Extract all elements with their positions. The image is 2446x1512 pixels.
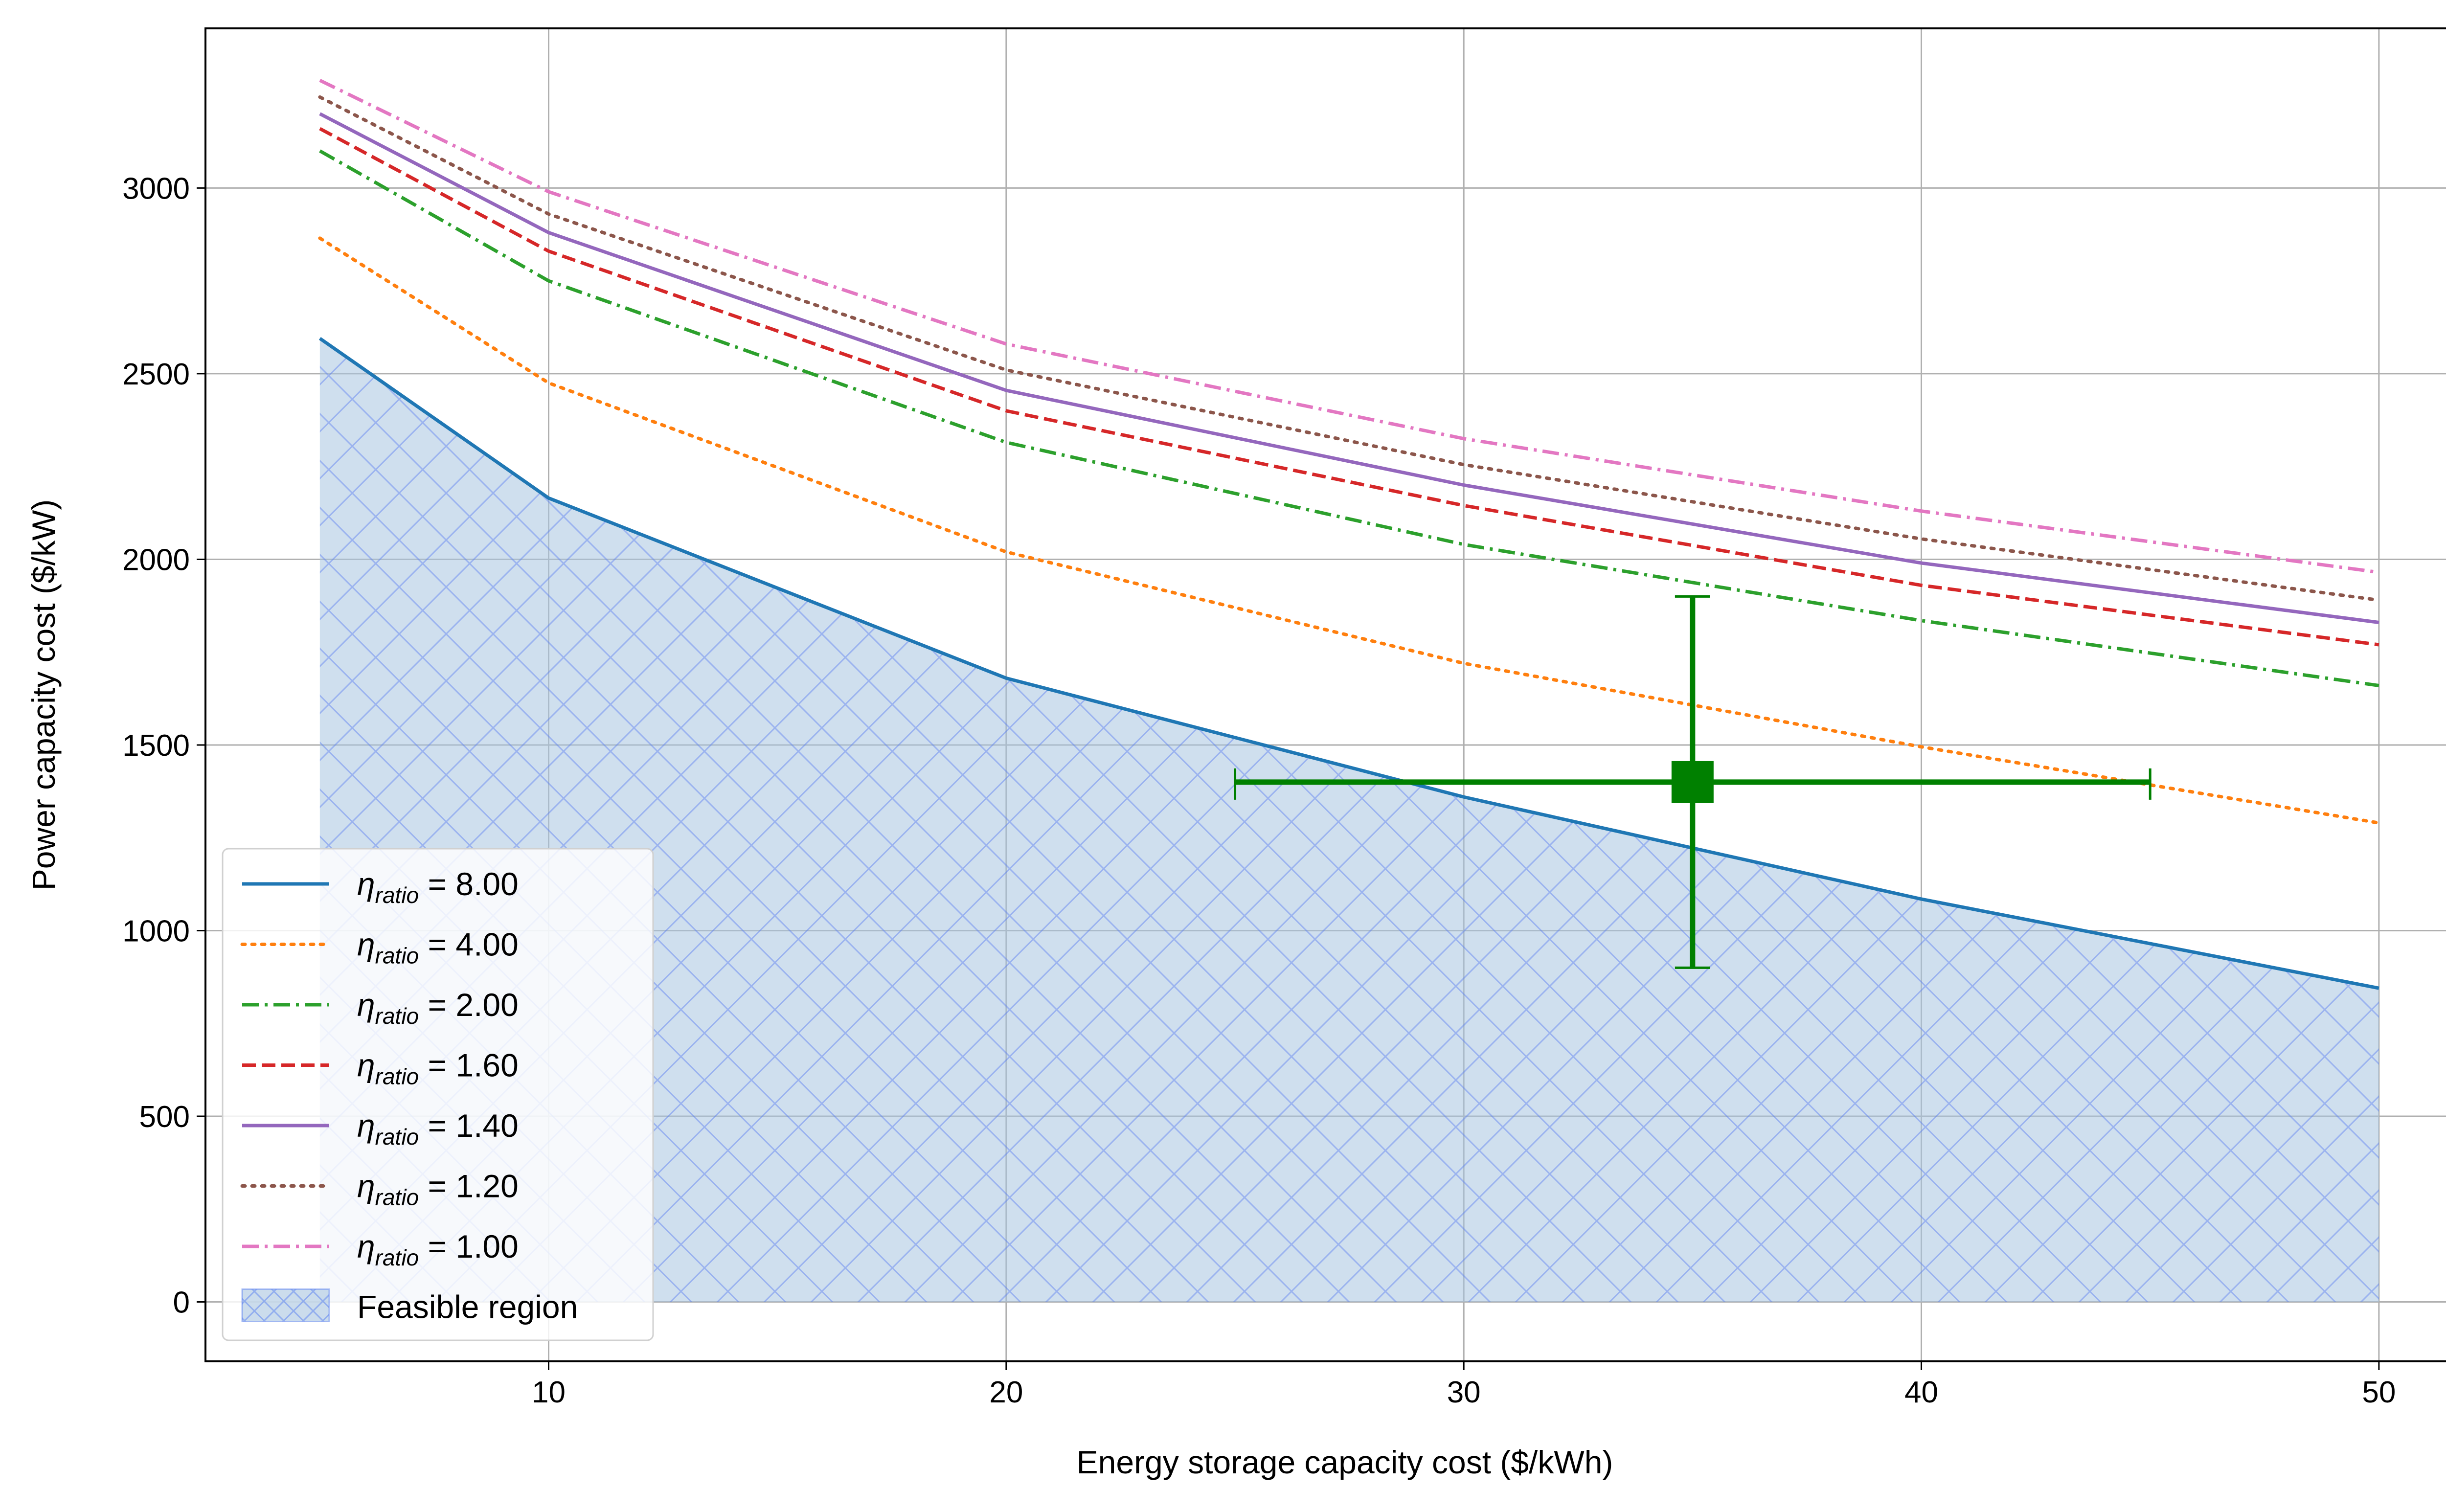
legend: ηratio = 8.00 ηratio = 4.00 ηratio = 2.00 η…	[222, 848, 654, 1341]
legend-label-6: ηratio = 1.20	[357, 1168, 519, 1210]
y-tick-label: 1500	[122, 729, 190, 763]
feasible-region-hatch	[319, 338, 2379, 1302]
y-tick-label: 500	[139, 1100, 190, 1134]
series-line-4	[319, 127, 2379, 647]
error-point-group	[1234, 595, 2152, 969]
y-tick-label: 2000	[122, 543, 190, 577]
y-tick-label: 3000	[122, 172, 190, 205]
legend-label-feasible-region: Feasible region	[357, 1289, 578, 1325]
series-line-2	[318, 236, 2381, 825]
y-axis-label: Power capacity cost ($/kW)	[25, 499, 62, 891]
legend-swatch-feasible-hatch	[242, 1289, 329, 1322]
legend-label-4: ηratio = 1.60	[357, 1047, 519, 1089]
legend-label-3: ηratio = 2.00	[357, 987, 519, 1029]
legend-label-5: ηratio = 1.40	[357, 1107, 519, 1150]
series-line-5	[319, 112, 2379, 624]
series-line-3	[319, 149, 2379, 687]
x-axis-label: Energy storage capacity cost ($/kWh)	[1077, 1444, 1613, 1480]
legend-label-7: ηratio = 1.00	[357, 1228, 519, 1270]
y-tick-label: 0	[173, 1286, 190, 1320]
series-lines	[318, 79, 2381, 990]
x-tick-label: 50	[2362, 1376, 2396, 1409]
legend-box	[222, 848, 654, 1341]
series-line-7	[319, 79, 2379, 574]
series-line-1	[318, 337, 2379, 990]
error-point-marker	[1671, 761, 1714, 803]
feasible-region-group	[319, 338, 2379, 1302]
legend-label-2: ηratio = 4.00	[357, 926, 519, 969]
x-tick-label: 30	[1447, 1376, 1481, 1409]
legend-label-1: ηratio = 8.00	[357, 866, 519, 908]
x-tick-label: 40	[1904, 1376, 1938, 1409]
x-tick-label: 20	[989, 1376, 1023, 1409]
series-line-6	[318, 95, 2381, 602]
x-tick-label: 10	[532, 1376, 566, 1409]
plot-frame	[204, 27, 2446, 1362]
y-tick-label: 2500	[122, 358, 190, 391]
y-tick-label: 1000	[122, 914, 190, 948]
